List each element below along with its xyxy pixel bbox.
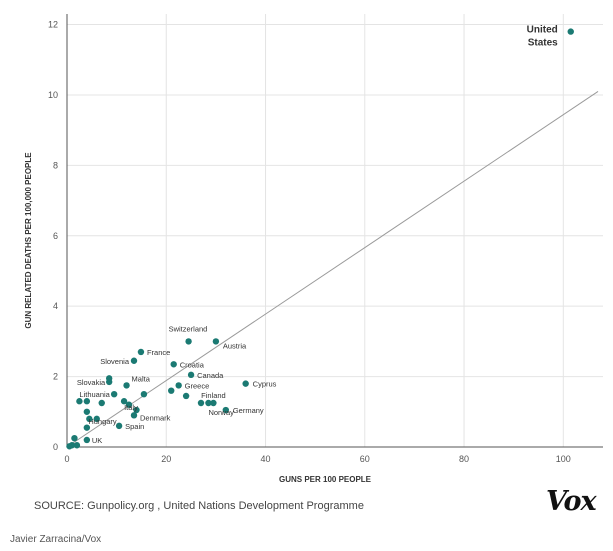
author-credit: Javier Zarracina/Vox (10, 534, 102, 545)
y-tick-label: 10 (48, 90, 58, 100)
point-label: UK (92, 436, 102, 445)
data-point (110, 390, 118, 398)
data-point (185, 338, 192, 345)
trend-line (66, 91, 599, 448)
x-tick-label: 0 (64, 454, 69, 464)
point-label: France (147, 348, 170, 357)
data-point (125, 401, 133, 408)
point-label: United (527, 25, 558, 36)
point-label: Denmark (140, 413, 171, 422)
point-label: Croatia (180, 360, 205, 369)
y-axis-title: GUN RELATED DEATHS PER 100,000 PEOPLE (24, 152, 33, 329)
point-label: Cyprus (253, 380, 277, 389)
data-point (182, 392, 190, 400)
data-point (76, 398, 83, 405)
data-point (66, 443, 73, 450)
point-label: Austria (223, 341, 247, 350)
scatter-chart: 0 20 40 60 80 100 0 2 4 6 8 10 12 GUNS PER 100 PEOPLE… (24, 14, 603, 484)
x-tick-label: 40 (261, 454, 271, 464)
point-label: Hungary (88, 417, 117, 426)
data-point (115, 422, 123, 430)
source-note: SOURCE: Gunpolicy.org , United Nations D… (34, 500, 364, 512)
y-tick-label: 4 (53, 301, 58, 311)
point-label: Italy (124, 403, 138, 412)
vox-logo: Vox (546, 486, 597, 517)
point-label: Lithuania (79, 390, 110, 399)
data-point (120, 398, 128, 405)
data-point (137, 348, 145, 356)
data-point (210, 399, 217, 407)
data-point (187, 371, 195, 379)
point-label: Canada (197, 371, 224, 380)
y-tick-label: 2 (53, 372, 58, 382)
data-point (212, 338, 220, 345)
data-point (140, 390, 148, 398)
data-point (83, 398, 91, 405)
x-tick-label: 80 (459, 454, 469, 464)
y-tick-label: 8 (53, 160, 58, 170)
data-point (242, 380, 249, 387)
data-point (567, 28, 574, 35)
point-label: Malta (132, 374, 151, 383)
data-point (86, 415, 93, 423)
data-point (71, 434, 78, 442)
data-point (168, 387, 175, 394)
data-point (98, 399, 105, 407)
x-tick-label: 60 (360, 454, 370, 464)
data-point (133, 406, 140, 414)
data-point (197, 399, 205, 407)
point-label: Finland (201, 391, 226, 400)
data-point (123, 382, 130, 389)
data-point (105, 375, 113, 382)
data-point (130, 357, 138, 364)
point-label: Slovenia (100, 357, 130, 366)
x-axis-title: GUNS PER 100 PEOPLE (279, 475, 372, 484)
point-label: Greece (185, 381, 210, 390)
data-point (93, 415, 100, 423)
x-tick-label: 20 (161, 454, 171, 464)
point-label: Slovakia (77, 378, 106, 387)
data-point (83, 408, 91, 415)
y-tick-label: 12 (48, 20, 58, 30)
point-label: States (528, 38, 558, 49)
y-tick-label: 0 (53, 442, 58, 452)
data-point (222, 406, 230, 414)
x-tick-label: 100 (556, 454, 571, 464)
data-point (83, 436, 91, 444)
data-point (175, 382, 182, 389)
data-point (205, 399, 212, 407)
point-label: Germany (233, 406, 264, 415)
point-label: Norway (208, 408, 234, 417)
data-point (130, 412, 138, 419)
y-tick-label: 6 (53, 231, 58, 241)
data-point (170, 361, 177, 368)
point-label: Spain (125, 422, 144, 431)
point-label: Switzerland (169, 324, 208, 333)
data-point (73, 442, 81, 449)
data-point (83, 424, 91, 431)
